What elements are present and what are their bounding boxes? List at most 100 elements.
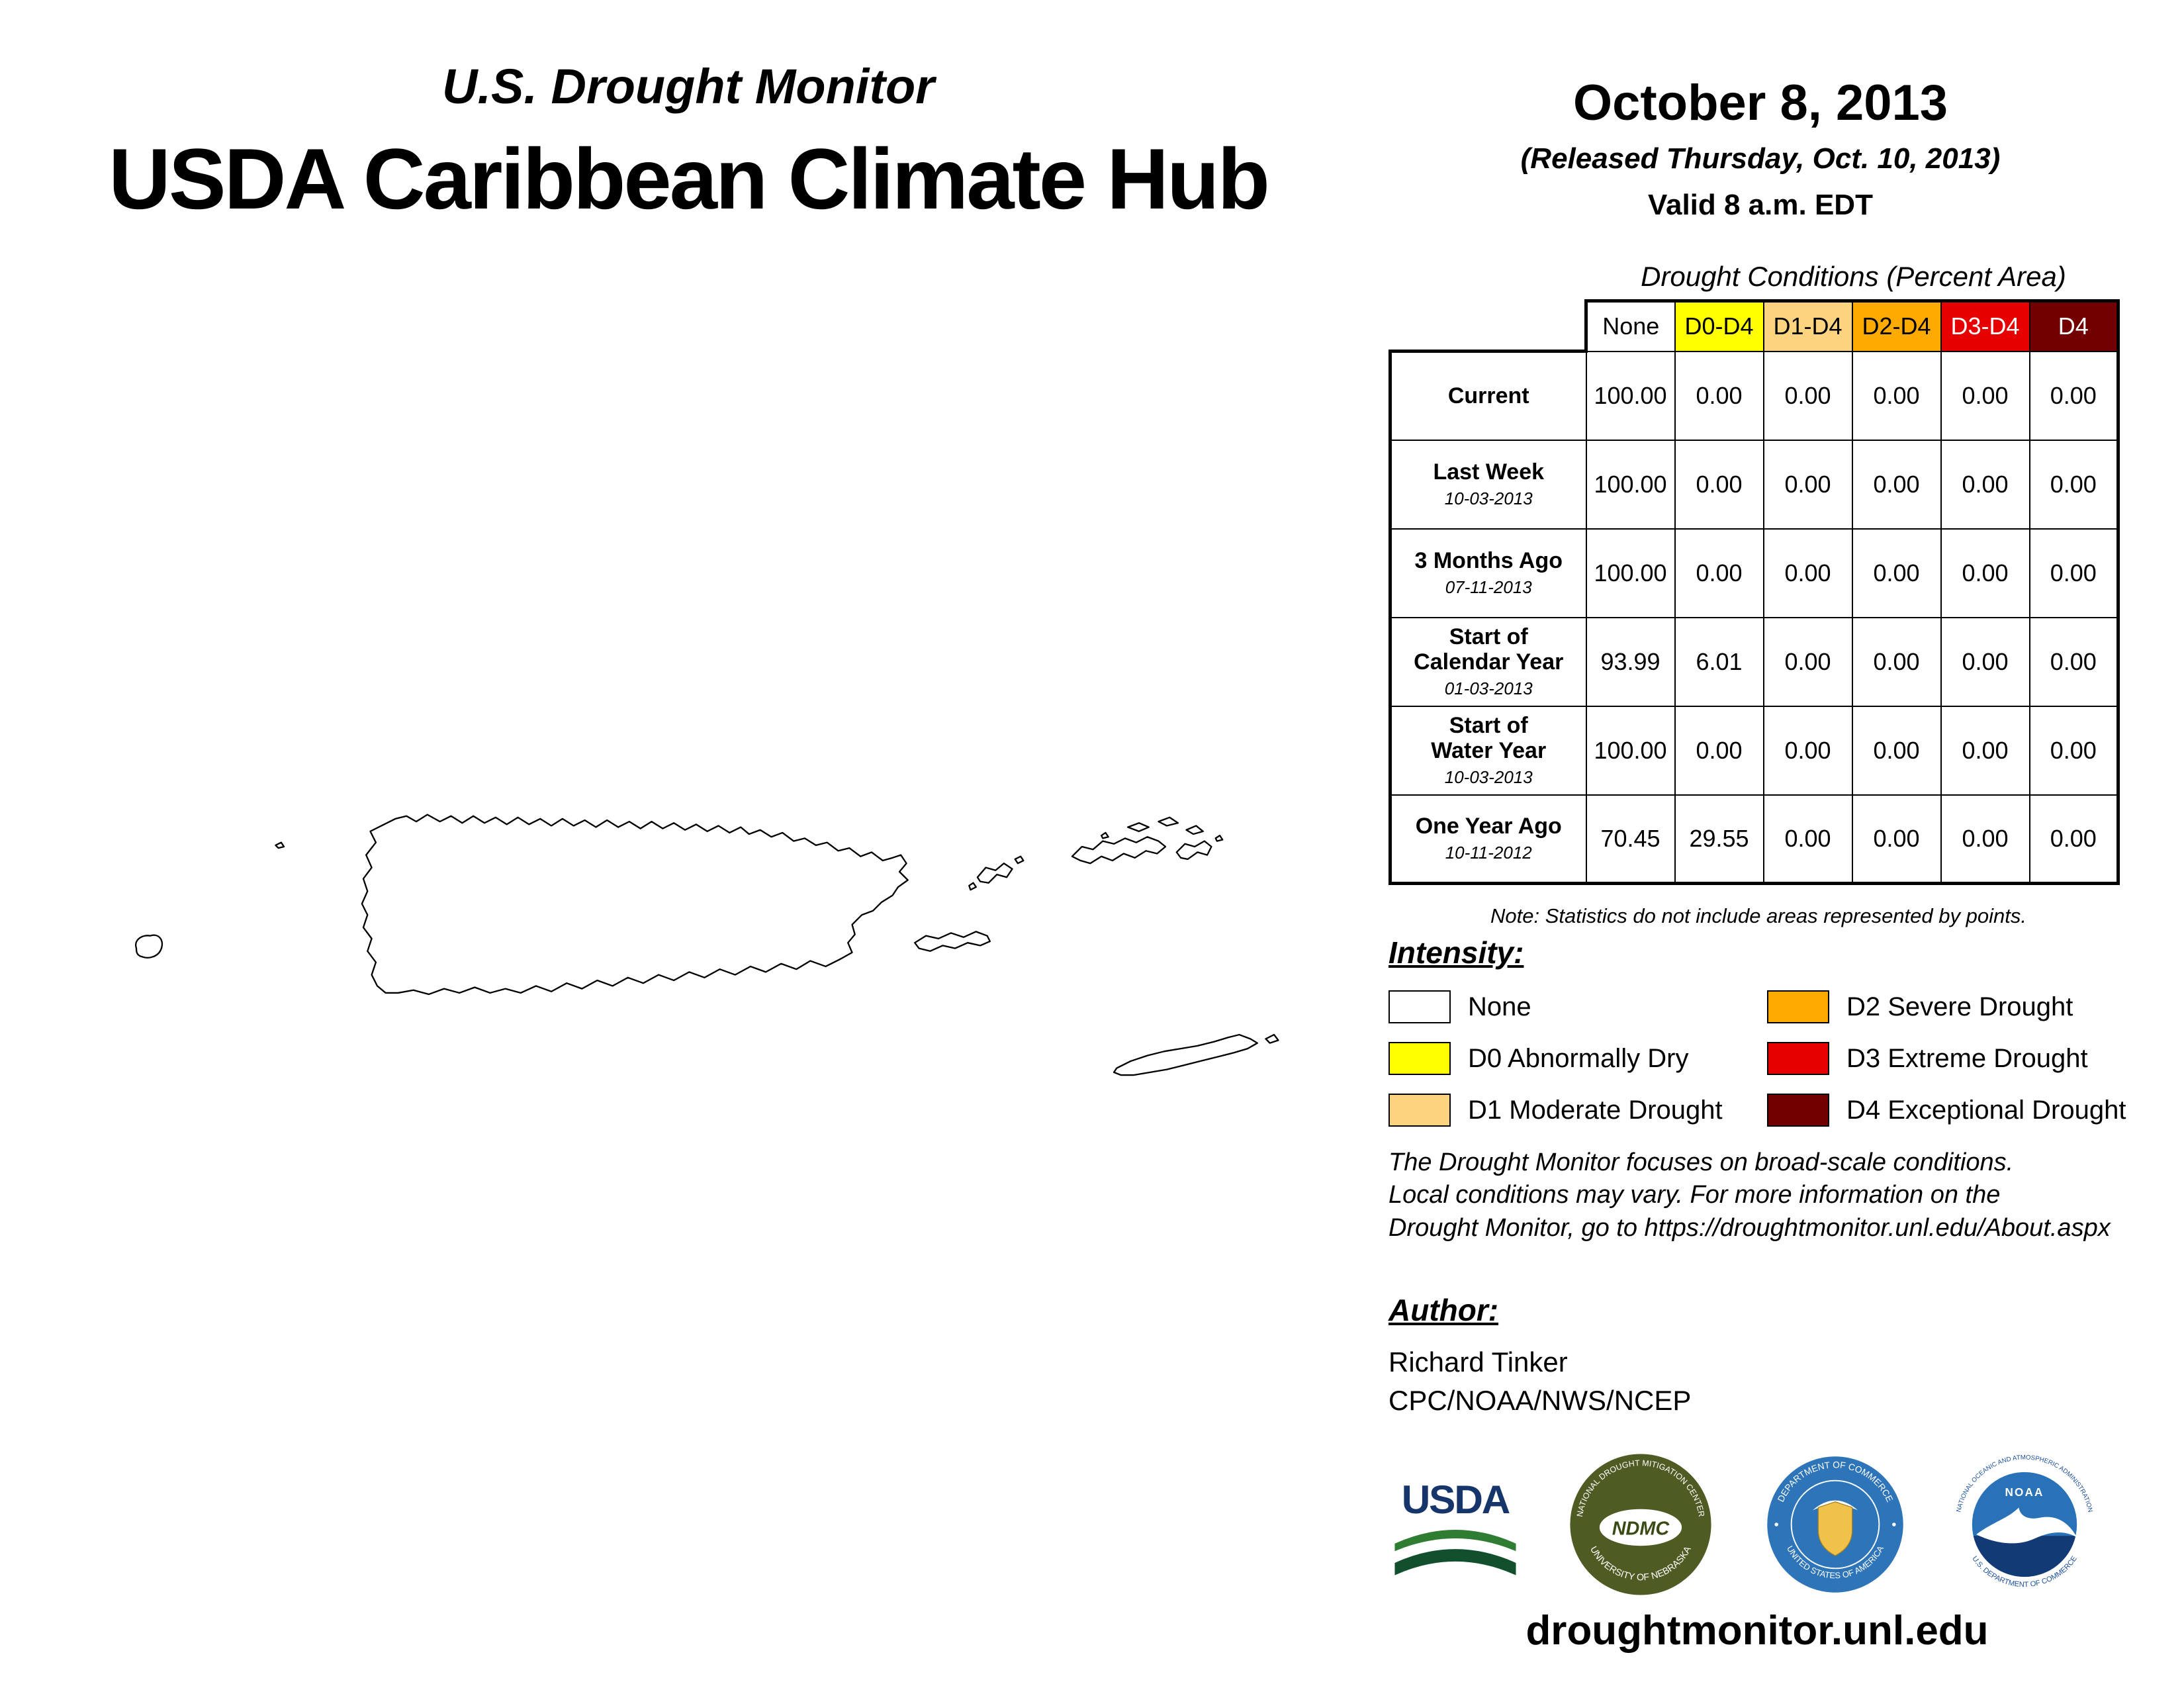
table-title: Drought Conditions (Percent Area): [1641, 261, 2066, 292]
ndmc-center-oval: [1599, 1509, 1682, 1546]
commerce-logo-icon: DEPARTMENT OF COMMERCE UNITED STATES OF …: [1767, 1456, 1903, 1593]
usda-logo-icon: USDA: [1394, 1477, 1516, 1575]
col-header-d4: D4: [2028, 299, 2120, 352]
row-header-last-week: Last Week 10-03-2013: [1388, 439, 1587, 530]
d1-swatch: [1388, 1094, 1451, 1127]
disclaimer-text: The Drought Monitor focuses on broad-sca…: [1388, 1147, 2111, 1244]
row-header-start-water-year: Start of Water Year 10-03-2013: [1388, 705, 1587, 796]
table-row-start-water-year: Start of Water Year 10-03-2013 100.00 0.…: [1388, 705, 2120, 796]
value-cell: 29.55: [1674, 794, 1764, 885]
footer-url: droughtmonitor.unl.edu: [1525, 1608, 1989, 1654]
value-cell: 0.00: [1762, 616, 1853, 707]
row-label: Start of Water Year: [1431, 712, 1547, 763]
legend-label: None: [1468, 992, 1531, 1021]
noaa-logo-icon: NATIONAL OCEANIC AND ATMOSPHERIC ADMINIS…: [1955, 1454, 2093, 1589]
mona-island-outline: [135, 934, 163, 959]
none-swatch: [1388, 990, 1451, 1023]
value-cell: 0.00: [1851, 528, 1942, 618]
table-row-last-week: Last Week 10-03-2013 100.00 0.00 0.00 0.…: [1388, 439, 2120, 530]
noaa-seabird: [1976, 1507, 2077, 1544]
map-date: October 8, 2013: [1572, 75, 1948, 131]
released-date: (Released Thursday, Oct. 10, 2013): [1520, 142, 2001, 175]
value-cell: 0.00: [1762, 794, 1853, 885]
desecheo-island-outline: [275, 841, 285, 849]
row-header-3-months-ago: 3 Months Ago 07-11-2013: [1388, 528, 1587, 618]
value-cell: 100.00: [1585, 439, 1676, 530]
row-label: Start of Calendar Year: [1414, 624, 1564, 675]
value-cell: 0.00: [1940, 794, 2030, 885]
author-name: Richard Tinker: [1388, 1346, 1568, 1378]
legend-label: D2 Severe Drought: [1846, 992, 2073, 1021]
table-row-start-calendar-year: Start of Calendar Year 01-03-2013 93.99 …: [1388, 616, 2120, 707]
value-cell: 0.00: [1940, 350, 2030, 441]
d4-swatch: [1767, 1094, 1829, 1127]
row-label: 3 Months Ago: [1414, 547, 1563, 573]
value-cell: 0.00: [2028, 350, 2120, 441]
value-cell: 0.00: [1940, 528, 2030, 618]
ndmc-center-text: NDMC: [1612, 1519, 1670, 1540]
tortola-outline: [1101, 816, 1224, 842]
value-cell: 0.00: [1851, 705, 1942, 796]
d0-swatch: [1388, 1042, 1451, 1075]
commerce-star-right: [1892, 1523, 1896, 1526]
author-title: Author:: [1388, 1293, 1499, 1327]
value-cell: 0.00: [1762, 528, 1853, 618]
st-croix-outline: [1113, 1033, 1279, 1076]
usda-logo-text: USDA: [1402, 1477, 1510, 1522]
st-john-outline: [1175, 840, 1212, 861]
culebra-outline: [968, 855, 1024, 891]
legend-label: D1 Moderate Drought: [1468, 1095, 1723, 1125]
author-block: Author: Richard Tinker CPC/NOAA/NWS/NCEP: [1388, 1292, 1691, 1417]
value-cell: 100.00: [1585, 528, 1676, 618]
value-cell: 0.00: [1674, 528, 1764, 618]
author-organization: CPC/NOAA/NWS/NCEP: [1388, 1385, 1692, 1416]
value-cell: 0.00: [1762, 705, 1853, 796]
value-cell: 0.00: [1940, 439, 2030, 530]
row-header-current: Current: [1388, 350, 1587, 441]
disclaimer-line: Local conditions may vary. For more info…: [1388, 1181, 2001, 1209]
legend-item-d4: D4 Exceptional Drought: [1767, 1084, 2126, 1136]
col-header-none: None: [1584, 299, 1676, 352]
value-cell: 70.45: [1585, 794, 1676, 885]
value-cell: 0.00: [1674, 439, 1764, 530]
legend-item-d0: D0 Abnormally Dry: [1388, 1033, 1767, 1084]
row-date: 10-11-2012: [1445, 843, 1532, 863]
value-cell: 0.00: [2028, 528, 2120, 618]
noaa-wordmark: NOAA: [2005, 1486, 2044, 1499]
legend-item-d1: D1 Moderate Drought: [1388, 1084, 1767, 1136]
intensity-legend: None D0 Abnormally Dry D1 Moderate Droug…: [1388, 981, 2126, 1136]
drought-conditions-table: None D0-D4 D1-D4 D2-D4 D3-D4 D4 Current …: [1388, 299, 2120, 885]
legend-label: D4 Exceptional Drought: [1846, 1095, 2126, 1125]
value-cell: 0.00: [1762, 439, 1853, 530]
value-cell: 6.01: [1674, 616, 1764, 707]
table-header-row: None D0-D4 D1-D4 D2-D4 D3-D4 D4: [1390, 299, 2120, 352]
row-label: Last Week: [1433, 459, 1545, 485]
ndmc-logo-icon: NATIONAL DROUGHT MITIGATION CENTER UNIVE…: [1570, 1454, 1711, 1595]
value-cell: 0.00: [1940, 616, 2030, 707]
table-note: Note: Statistics do not include areas re…: [1490, 904, 2026, 927]
d2-swatch: [1767, 990, 1829, 1023]
table-row-3-months-ago: 3 Months Ago 07-11-2013 100.00 0.00 0.00…: [1388, 528, 2120, 618]
row-date: 10-03-2013: [1444, 767, 1533, 788]
value-cell: 0.00: [1851, 350, 1942, 441]
title-block: U.S. Drought Monitor USDA Caribbean Clim…: [53, 58, 1324, 228]
value-cell: 0.00: [2028, 616, 2120, 707]
value-cell: 0.00: [2028, 705, 2120, 796]
table-row-one-year-ago: One Year Ago 10-11-2012 70.45 29.55 0.00…: [1388, 794, 2120, 885]
disclaimer-line: Drought Monitor, go to https://droughtmo…: [1388, 1213, 2111, 1242]
table-row-current: Current 100.00 0.00 0.00 0.00 0.00 0.00: [1388, 350, 2120, 441]
d3-swatch: [1767, 1042, 1829, 1075]
value-cell: 100.00: [1585, 350, 1676, 441]
value-cell: 0.00: [1851, 794, 1942, 885]
noaa-sea: [1973, 1536, 2076, 1577]
date-block: October 8, 2013 (Released Thursday, Oct.…: [1430, 74, 2091, 222]
monitor-title: U.S. Drought Monitor: [442, 59, 934, 114]
row-header-start-calendar-year: Start of Calendar Year 01-03-2013: [1388, 616, 1587, 707]
st-thomas-outline: [1071, 836, 1167, 865]
row-date: 01-03-2013: [1444, 679, 1533, 699]
value-cell: 100.00: [1585, 705, 1676, 796]
legend-label: D3 Extreme Drought: [1846, 1043, 2088, 1073]
row-label: Current: [1447, 383, 1529, 409]
col-header-d2-d4: D2-D4: [1851, 299, 1942, 352]
